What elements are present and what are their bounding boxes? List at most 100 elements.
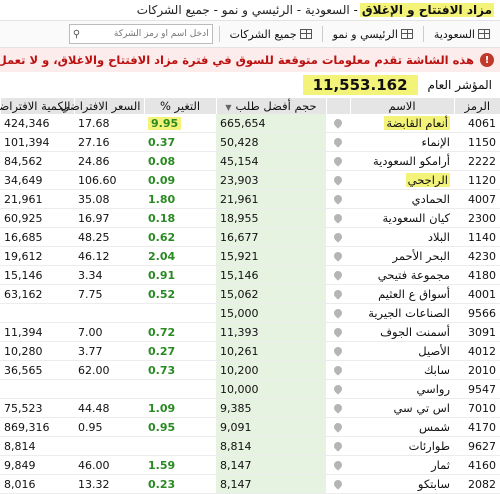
cell-bid: 16,677: [216, 227, 326, 247]
cell-change: 0.08: [144, 151, 216, 171]
toolbar-divider: [422, 26, 424, 42]
table-row[interactable]: 2222 أرامكو السعودية 45,154 0.08 24.86 84,562: [0, 151, 500, 171]
cell-name: كيان السعودية: [350, 208, 454, 228]
table-row[interactable]: 1150 الإنماء 50,428 0.37 27.16 101,394: [0, 132, 500, 152]
cell-qty: 16,685: [0, 227, 74, 247]
table-row[interactable]: 4170 شمس 9,091 0.95 0.95 869,316: [0, 417, 500, 437]
col-bid[interactable]: حجم أفضل طلب▼: [215, 98, 326, 114]
table-row[interactable]: 9566 الصناعات الجيرية 15,000: [0, 303, 500, 323]
cell-name: رواسي: [350, 379, 454, 399]
cell-bid: 18,955: [216, 208, 326, 228]
search-input[interactable]: [83, 29, 212, 39]
cell-change: 0.72: [144, 322, 216, 342]
pin-icon[interactable]: [332, 325, 344, 338]
col-qty[interactable]: الكمية الافتراضية: [0, 98, 74, 114]
cell-price: 7.75: [74, 284, 144, 304]
cell-pin: [326, 341, 350, 361]
cell-symbol: 4230: [454, 246, 500, 266]
table-row[interactable]: 4230 البحر الأحمر 15,921 2.04 46.12 19,612: [0, 246, 500, 266]
table-row[interactable]: 4012 الأصيل 10,261 0.27 3.77 10,280: [0, 341, 500, 361]
pin-icon[interactable]: [332, 173, 344, 186]
cell-symbol: 4170: [454, 417, 500, 437]
cell-symbol: 3091: [454, 322, 500, 342]
table-row[interactable]: 4180 مجموعة فتيحي 15,146 0.91 3.34 15,146: [0, 265, 500, 285]
pin-icon[interactable]: [332, 306, 344, 319]
cell-bid: 10,000: [216, 379, 326, 399]
cell-qty: [0, 303, 74, 323]
company-search[interactable]: ⚲: [68, 24, 213, 44]
pin-icon[interactable]: [332, 458, 344, 471]
cell-pin: [326, 322, 350, 342]
table-row[interactable]: 1120 الراجحي 23,903 0.09 106.60 34,649: [0, 170, 500, 190]
pin-icon[interactable]: [332, 439, 344, 452]
cell-price: 7.00: [74, 322, 144, 342]
col-price[interactable]: السعر الافتراضي: [60, 98, 144, 114]
pin-icon[interactable]: [332, 135, 344, 148]
table-row[interactable]: 2300 كيان السعودية 18,955 0.18 16.97 60,925: [0, 208, 500, 228]
title-rest: - السعودية - الرئيسي و نمو - جميع الشركا…: [136, 3, 358, 17]
info-banner-text: هذه الشاشة تقدم معلومات متوقعة للسوق في …: [0, 53, 474, 67]
cell-symbol: 1120: [454, 170, 500, 190]
pin-icon[interactable]: [332, 477, 344, 490]
cell-change: [144, 379, 216, 399]
cell-qty: 84,562: [0, 151, 74, 171]
pin-icon[interactable]: [332, 268, 344, 281]
cell-qty: 21,961: [0, 189, 74, 209]
cell-qty: 63,162: [0, 284, 74, 304]
pin-icon[interactable]: [332, 230, 344, 243]
market-button-label: السعودية: [433, 27, 475, 41]
cell-qty: 8,814: [0, 436, 74, 456]
search-icon[interactable]: ⚲: [72, 28, 81, 40]
pin-icon[interactable]: [332, 116, 344, 129]
table-row[interactable]: 9547 رواسي 10,000: [0, 379, 500, 399]
segment-button-label: الرئيسي و نمو: [332, 27, 398, 41]
cell-name: سابك: [350, 360, 454, 380]
cell-pin: [326, 151, 350, 171]
table-row[interactable]: 2010 سابك 10,200 0.73 62.00 36,565: [0, 360, 500, 380]
cell-bid: 8,147: [216, 474, 326, 494]
cell-pin: [326, 246, 350, 266]
pin-icon[interactable]: [332, 287, 344, 300]
pin-icon[interactable]: [332, 382, 344, 395]
pin-icon[interactable]: [332, 192, 344, 205]
cell-bid: 23,903: [216, 170, 326, 190]
cell-qty: 10,280: [0, 341, 74, 361]
table-row[interactable]: 4061 أنعام القابضة 665,654 9.95 17.68 424,346: [0, 114, 500, 133]
cell-symbol: 4007: [454, 189, 500, 209]
cell-pin: [326, 189, 350, 209]
cell-change: 0.37: [144, 132, 216, 152]
pin-icon[interactable]: [332, 211, 344, 224]
cell-bid: 8,147: [216, 455, 326, 475]
cell-pin: [326, 114, 350, 133]
pin-icon[interactable]: [332, 363, 344, 376]
table-row[interactable]: 3091 أسمنت الجوف 11,393 0.72 7.00 11,394: [0, 322, 500, 342]
pin-icon[interactable]: [332, 249, 344, 262]
pin-icon[interactable]: [332, 344, 344, 357]
cell-change: 0.27: [144, 341, 216, 361]
cell-price: 3.77: [74, 341, 144, 361]
col-symbol[interactable]: الرمز: [453, 98, 500, 114]
cell-name: مجموعة فتيحي: [350, 265, 454, 285]
col-change[interactable]: التغير %: [143, 98, 216, 114]
cell-name: طوارئات: [350, 436, 454, 456]
all-companies-button[interactable]: جميع الشركات: [224, 25, 318, 44]
cell-price: 35.08: [74, 189, 144, 209]
cell-qty: 11,394: [0, 322, 74, 342]
table-row[interactable]: 4160 ثمار 8,147 1.59 46.00 9,849: [0, 455, 500, 475]
cell-pin: [326, 379, 350, 399]
col-name[interactable]: الاسم: [349, 98, 454, 114]
info-banner: ! هذه الشاشة تقدم معلومات متوقعة للسوق ف…: [0, 48, 500, 72]
table-row[interactable]: 2082 سابتكو 8,147 0.23 13.32 8,016: [0, 474, 500, 494]
table-row[interactable]: 4001 أسواق ع العثيم 15,062 0.52 7.75 63,162: [0, 284, 500, 304]
table-row[interactable]: 1140 البلاد 16,677 0.62 48.25 16,685: [0, 227, 500, 247]
table-row[interactable]: 7010 اس تي سي 9,385 1.09 44.48 75,523: [0, 398, 500, 418]
pin-icon[interactable]: [332, 154, 344, 167]
pin-icon[interactable]: [332, 401, 344, 414]
cell-pin: [326, 227, 350, 247]
table-row[interactable]: 4007 الحمادي 21,961 1.80 35.08 21,961: [0, 189, 500, 209]
market-button[interactable]: السعودية: [428, 25, 496, 44]
table-row[interactable]: 9627 طوارئات 8,814 8,814: [0, 436, 500, 456]
pin-icon[interactable]: [332, 420, 344, 433]
auction-table: الرمز الاسم حجم أفضل طلب▼ التغير % السعر…: [0, 98, 500, 494]
segment-button[interactable]: الرئيسي و نمو: [327, 25, 419, 44]
